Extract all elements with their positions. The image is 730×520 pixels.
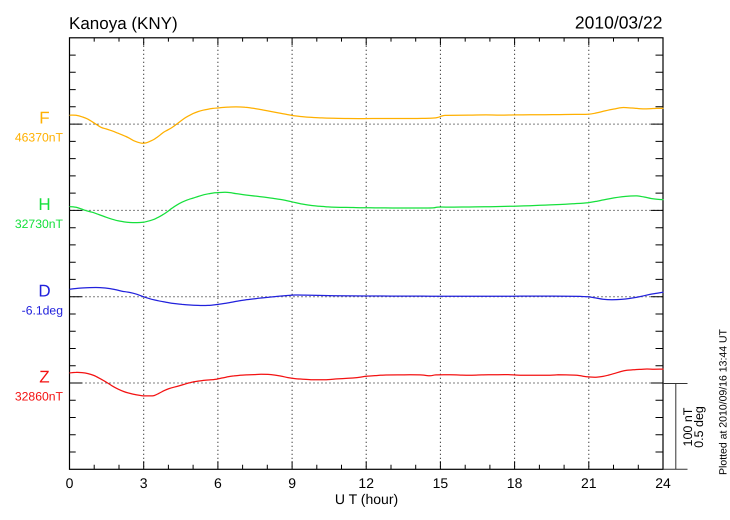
svg-text:15: 15 [433,475,449,491]
svg-text:100 nT: 100 nT [681,407,695,446]
svg-text:Z: Z [39,368,49,387]
svg-text:2010/03/22: 2010/03/22 [575,13,663,33]
svg-text:F: F [39,109,49,128]
svg-text:3: 3 [140,475,148,491]
svg-text:D: D [38,281,50,300]
svg-text:Kanoya (KNY): Kanoya (KNY) [69,14,178,33]
svg-text:32730nT: 32730nT [15,217,64,231]
svg-text:-6.1deg: -6.1deg [22,303,63,317]
svg-text:12: 12 [358,475,374,491]
svg-text:46370nT: 46370nT [15,131,64,145]
svg-text:U T (hour): U T (hour) [335,491,398,507]
svg-text:0: 0 [66,475,74,491]
svg-text:24: 24 [655,475,671,491]
svg-text:9: 9 [288,475,296,491]
svg-text:18: 18 [507,475,523,491]
svg-text:H: H [38,195,50,214]
svg-text:21: 21 [581,475,597,491]
svg-text:6: 6 [214,475,222,491]
svg-text:0.5 deg: 0.5 deg [692,406,706,448]
svg-text:Plotted at 2010/09/16 13:44 UT: Plotted at 2010/09/16 13:44 UT [717,328,729,475]
svg-text:32860nT: 32860nT [15,390,64,404]
